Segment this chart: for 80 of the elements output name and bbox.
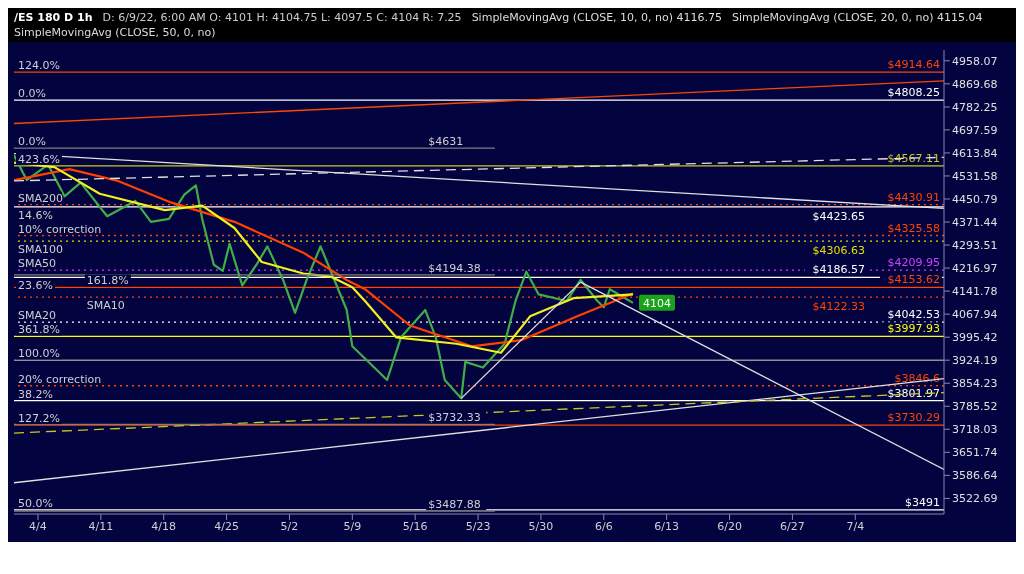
x-tick-label: 6/13 bbox=[654, 519, 680, 533]
ref-line-label: $4325.58 bbox=[887, 221, 940, 235]
ref-line-label: $4186.57 bbox=[812, 263, 865, 277]
ref-line-label: $4567.11 bbox=[887, 151, 940, 165]
y-tick-label: 3924.19 bbox=[952, 354, 998, 368]
x-tick-label: 6/27 bbox=[780, 519, 805, 533]
y-tick-label: 4958.07 bbox=[952, 54, 998, 68]
y-tick-label: 4782.25 bbox=[952, 100, 998, 114]
annotation: SMA50 bbox=[18, 257, 56, 271]
text: SimpleMovingAvg (CLOSE, 10, 0, no) 4116.75 bbox=[471, 11, 723, 24]
ref-line-label: $4209.95 bbox=[887, 256, 940, 270]
ref-line-label: $4914.64 bbox=[887, 58, 940, 72]
y-tick-label: 4371.44 bbox=[952, 215, 998, 229]
y-tick-label: 3522.69 bbox=[952, 492, 998, 506]
annotation: 10% correction bbox=[18, 222, 102, 236]
y-tick-label: 3995.42 bbox=[952, 331, 998, 345]
ref-line-label: $4808.25 bbox=[887, 86, 940, 100]
x-tick-label: 7/4 bbox=[846, 519, 865, 533]
annotation: 423.6% bbox=[18, 152, 60, 166]
x-tick-label: 4/18 bbox=[151, 519, 177, 533]
annotation: 127.2% bbox=[18, 412, 60, 426]
y-tick-label: 4067.94 bbox=[952, 308, 998, 322]
ref-line-label: $4430.91 bbox=[887, 190, 940, 204]
annotation: SMA100 bbox=[18, 243, 63, 257]
y-tick-label: 4141.78 bbox=[952, 285, 998, 299]
x-tick-label: 4/25 bbox=[214, 519, 239, 533]
annotation: 23.6% bbox=[18, 279, 53, 293]
ref-line-label: $3801.97 bbox=[887, 386, 940, 400]
annotation: 14.6% bbox=[18, 208, 53, 222]
ref-line-label: $3730.29 bbox=[887, 411, 940, 425]
text: SimpleMovingAvg (CLOSE, 50, 0, no) bbox=[14, 26, 216, 39]
annotation: 361.8% bbox=[18, 323, 60, 337]
x-tick-label: 5/16 bbox=[402, 519, 428, 533]
y-tick-label: 4531.58 bbox=[952, 169, 998, 183]
annotation: 4104 bbox=[643, 296, 671, 310]
annotation: $4194.38 bbox=[428, 261, 481, 275]
y-tick-label: 3651.74 bbox=[952, 446, 998, 460]
annotation: 0.0% bbox=[18, 87, 46, 101]
x-tick-label: 5/2 bbox=[280, 519, 299, 533]
annotation: 38.2% bbox=[18, 387, 53, 401]
annotation: 100.0% bbox=[18, 347, 60, 361]
x-tick-label: 5/9 bbox=[343, 519, 362, 533]
annotation: SMA200 bbox=[18, 191, 63, 205]
x-tick-label: 4/4 bbox=[29, 519, 47, 533]
y-tick-label: 4450.79 bbox=[952, 192, 998, 206]
y-tick-label: 4613.84 bbox=[952, 146, 998, 160]
ref-line-label: $3997.93 bbox=[887, 322, 940, 336]
x-tick-label: 4/11 bbox=[88, 519, 114, 533]
y-tick-label: 4216.97 bbox=[952, 261, 998, 275]
ref-line-label: $4042.53 bbox=[887, 308, 940, 322]
y-tick-label: 3718.03 bbox=[952, 423, 998, 437]
annotation: SMA20 bbox=[18, 309, 56, 323]
y-tick-label: 4293.51 bbox=[952, 238, 998, 252]
ref-line-label: $4122.33 bbox=[812, 300, 865, 314]
y-tick-label: 4697.59 bbox=[952, 123, 998, 137]
annotation: 124.0% bbox=[18, 59, 60, 73]
y-tick-label: 4869.68 bbox=[952, 77, 998, 91]
x-tick-label: 5/23 bbox=[465, 519, 491, 533]
ref-line-label: $3491 bbox=[905, 495, 940, 509]
text: SimpleMovingAvg (CLOSE, 20, 0, no) 4115.04 bbox=[732, 11, 983, 24]
annotation: 20% correction bbox=[18, 372, 102, 386]
chart-subtitle: D: 6/9/22, 6:00 AM O: 4101 H: 4104.75 L: 4097.5 C: 4104 R: 7.25 bbox=[102, 11, 462, 24]
ref-line-label: $4153.62 bbox=[887, 273, 940, 287]
annotation: SMA10 bbox=[86, 299, 125, 313]
y-tick-label: 3785.52 bbox=[952, 400, 998, 414]
annotation: $3732.33 bbox=[428, 411, 481, 425]
annotation: $3487.88 bbox=[428, 498, 481, 512]
ref-line-label: $3846.6 bbox=[894, 371, 940, 385]
annotation: 0.0% bbox=[18, 135, 46, 149]
x-tick-label: 5/30 bbox=[528, 519, 554, 533]
x-tick-label: 6/20 bbox=[717, 519, 742, 533]
y-tick-label: 3854.23 bbox=[952, 377, 998, 391]
y-tick-label: 3586.64 bbox=[952, 469, 998, 483]
ref-line-label: $4306.63 bbox=[812, 244, 865, 258]
chart-title: /ES 180 D 1h bbox=[14, 11, 93, 24]
annotation: 50.0% bbox=[18, 496, 53, 510]
ref-line-label: $4423.65 bbox=[812, 209, 865, 223]
annotation: $4631 bbox=[428, 135, 464, 149]
annotation: 161.8% bbox=[86, 274, 129, 288]
x-tick-label: 6/6 bbox=[594, 519, 613, 533]
